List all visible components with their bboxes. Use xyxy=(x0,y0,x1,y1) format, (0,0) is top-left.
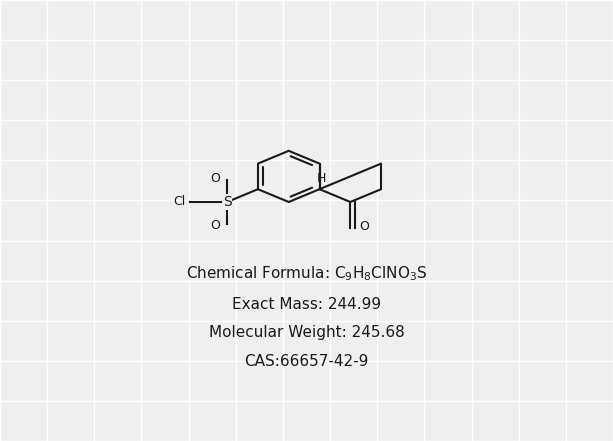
Text: Cl: Cl xyxy=(173,195,186,209)
Text: O: O xyxy=(359,220,370,233)
Text: O: O xyxy=(210,172,221,185)
Text: CAS:66657-42-9: CAS:66657-42-9 xyxy=(245,354,368,369)
Text: O: O xyxy=(210,219,221,232)
Text: S: S xyxy=(223,195,232,209)
Text: Chemical Formula: C$_9$H$_8$ClNO$_3$S: Chemical Formula: C$_9$H$_8$ClNO$_3$S xyxy=(186,264,427,283)
Text: Molecular Weight: 245.68: Molecular Weight: 245.68 xyxy=(208,325,405,340)
Text: H: H xyxy=(317,172,326,185)
Text: Exact Mass: 244.99: Exact Mass: 244.99 xyxy=(232,297,381,312)
